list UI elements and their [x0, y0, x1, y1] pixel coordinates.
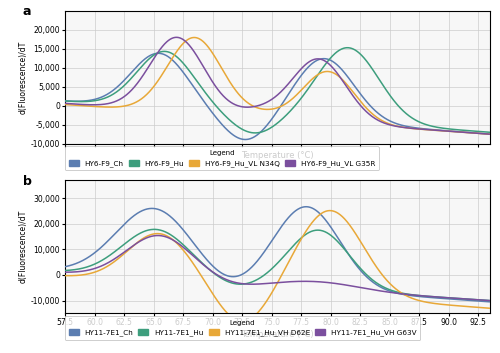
Y-axis label: d(Fluorescence)/dT: d(Fluorescence)/dT [19, 210, 28, 283]
Text: a: a [22, 5, 31, 18]
Text: b: b [22, 175, 32, 188]
X-axis label: Temperature (°C): Temperature (°C) [241, 330, 314, 339]
X-axis label: Temperature (°C): Temperature (°C) [241, 151, 314, 160]
Legend: HY6-F9_Ch, HY6-F9_Hu, HY6-F9_Hu_VL N34Q, HY6-F9_Hu_VL G35R: HY6-F9_Ch, HY6-F9_Hu, HY6-F9_Hu_VL N34Q,… [65, 146, 379, 170]
Legend: HY11-7E1_Ch, HY11-7E1_Hu, HY11-7E1_Hu_VH D62E, HY11-7E1_Hu_VH G63V: HY11-7E1_Ch, HY11-7E1_Hu, HY11-7E1_Hu_VH… [65, 316, 420, 340]
Y-axis label: d(Fluorescence)/dT: d(Fluorescence)/dT [19, 41, 28, 114]
